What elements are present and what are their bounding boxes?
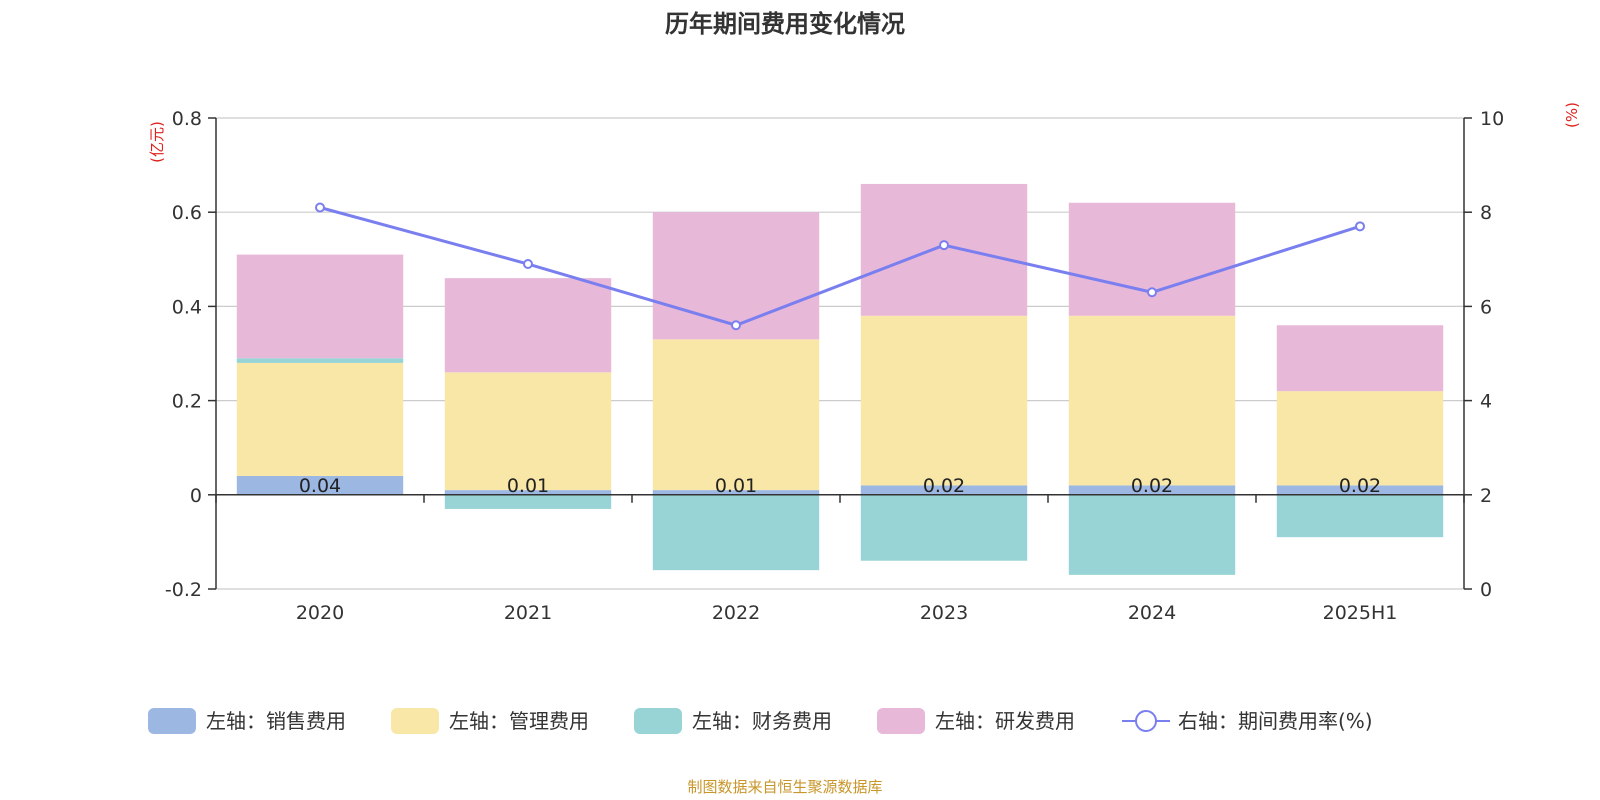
bar-segment-2022	[652, 339, 820, 491]
bar-value-label: 0.01	[507, 475, 549, 497]
legend-label: 左轴：财务费用	[692, 709, 832, 733]
bar-segment-2025H1	[1276, 494, 1444, 538]
bar-segment-2023	[860, 485, 1028, 495]
legend-label: 左轴：销售费用	[206, 709, 346, 733]
bar-segment-2020	[236, 358, 404, 363]
bar-segment-2024	[1068, 315, 1236, 486]
bar-segment-2025H1	[1276, 325, 1444, 392]
right-tick-label: 8	[1480, 202, 1492, 224]
bar-segment-2021	[444, 278, 612, 373]
right-axis-unit: (%)	[1563, 102, 1581, 128]
right-tick-label: 6	[1480, 296, 1492, 318]
bar-segment-2025H1	[1276, 391, 1444, 486]
bar-segment-2021	[444, 372, 612, 491]
rate-point	[523, 259, 533, 270]
right-tick-label: 10	[1480, 108, 1504, 130]
x-category-label: 2022	[712, 602, 760, 624]
bar-segment-2023	[860, 315, 1028, 486]
bar-segment-2024	[1068, 202, 1236, 316]
x-category-label: 2023	[920, 602, 968, 624]
x-category-label: 2024	[1128, 602, 1176, 624]
right-tick-label: 0	[1480, 579, 1492, 601]
data-source-note: 制图数据来自恒生聚源数据库	[687, 778, 882, 796]
right-tick-label: 2	[1480, 485, 1492, 507]
bar-value-label: 0.01	[715, 475, 757, 497]
chart-title: 历年期间费用变化情况	[665, 10, 905, 38]
bar-segment-2021	[444, 494, 612, 509]
bar-segment-2020	[236, 362, 404, 476]
rate-point	[1355, 221, 1365, 232]
left-axis-unit: (亿元)	[148, 121, 166, 163]
x-category-label: 2021	[504, 602, 552, 624]
rate-line-path	[319, 206, 1361, 327]
bars	[236, 183, 1444, 575]
data-labels: 0.04 0.01 0.01 0.02 0.02 0.02	[299, 475, 1381, 497]
legend-swatch	[148, 708, 196, 734]
x-category-label: 2020	[296, 602, 344, 624]
bar-segment-2021	[444, 490, 612, 495]
left-tick-label: -0.2	[165, 579, 202, 601]
legend-swatch	[877, 708, 925, 734]
legend-line-marker	[1135, 710, 1157, 732]
bar-segment-2024	[1068, 494, 1236, 575]
grid-lines	[216, 117, 1464, 590]
bar-segment-2020	[236, 475, 404, 495]
left-tick-label: 0	[190, 485, 202, 507]
bar-segment-2023	[860, 494, 1028, 561]
bar-segment-2025H1	[1276, 485, 1444, 495]
rate-point	[939, 240, 949, 251]
left-tick-label: 0.4	[172, 296, 202, 318]
rate-line	[315, 202, 1365, 331]
legend-swatch	[634, 708, 682, 734]
bar-segment-2024	[1068, 485, 1236, 495]
rate-point	[315, 202, 325, 213]
x-category-label: 2025H1	[1323, 602, 1398, 624]
bar-value-label: 0.04	[299, 475, 341, 497]
legend-swatch	[391, 708, 439, 734]
legend-label: 右轴：期间费用率(%)	[1178, 709, 1373, 733]
rate-point	[731, 320, 741, 331]
legend-label: 左轴：研发费用	[935, 709, 1075, 733]
bar-value-label: 0.02	[1131, 475, 1173, 497]
bar-value-label: 0.02	[923, 475, 965, 497]
bar-value-label: 0.02	[1339, 475, 1381, 497]
bar-segment-2020	[236, 254, 404, 359]
bar-segment-2022	[652, 212, 820, 340]
left-tick-label: 0.6	[172, 202, 202, 224]
left-tick-label: 0.8	[172, 108, 202, 130]
rate-point	[1147, 287, 1157, 298]
legend: 左轴：销售费用 左轴：管理费用 左轴：财务费用 左轴：研发费用 右轴：期间费用率(%)	[148, 708, 1373, 734]
bar-segment-2022	[652, 494, 820, 571]
left-tick-label: 0.2	[172, 391, 202, 413]
right-tick-label: 4	[1480, 391, 1492, 413]
legend-label: 左轴：管理费用	[449, 709, 589, 733]
bar-segment-2022	[652, 490, 820, 495]
